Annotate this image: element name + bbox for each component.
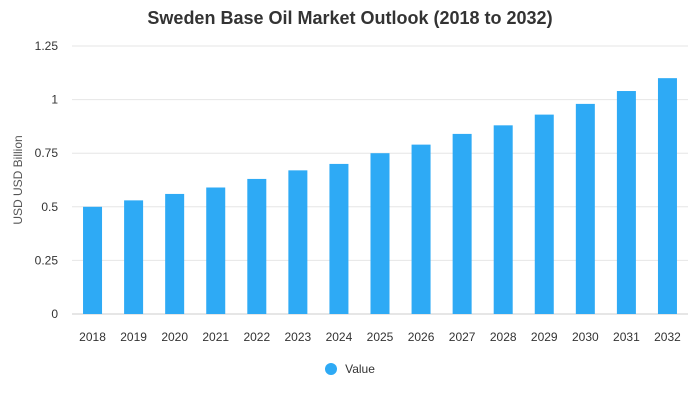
x-axis-ticks: 2018 2019 2020 2021 2022 2023 2024 2025 2026 2027… — [79, 330, 681, 344]
y-tick-label: 0 — [51, 307, 58, 321]
bar-2029[interactable] — [534, 114, 554, 314]
y-tick-label: 1.25 — [35, 39, 59, 53]
x-tick-label: 2029 — [531, 330, 558, 344]
bar-2028[interactable] — [493, 125, 513, 314]
x-tick-label: 2018 — [79, 330, 106, 344]
x-tick-label: 2019 — [120, 330, 147, 344]
bar-2027[interactable] — [452, 133, 472, 314]
bar-2019[interactable] — [124, 200, 144, 314]
bar-2025[interactable] — [370, 153, 390, 314]
x-tick-label: 2030 — [572, 330, 599, 344]
y-tick-label: 1 — [51, 93, 58, 107]
x-tick-label: 2032 — [654, 330, 681, 344]
legend[interactable]: Value — [0, 362, 700, 376]
bar-2031[interactable] — [616, 91, 636, 314]
y-tick-label: 0.25 — [35, 253, 59, 267]
chart-title: Sweden Base Oil Market Outlook (2018 to … — [147, 8, 553, 28]
x-tick-label: 2024 — [326, 330, 353, 344]
y-tick-label: 0.75 — [35, 146, 59, 160]
x-tick-label: 2027 — [449, 330, 476, 344]
bar-2030[interactable] — [575, 103, 595, 314]
x-tick-label: 2025 — [367, 330, 394, 344]
bars — [83, 78, 677, 314]
bar-2026[interactable] — [411, 144, 431, 314]
x-tick-label: 2022 — [243, 330, 270, 344]
bar-2018[interactable] — [83, 206, 103, 314]
x-tick-label: 2020 — [161, 330, 188, 344]
legend-label: Value — [345, 362, 375, 376]
bar-2024[interactable] — [329, 163, 349, 314]
bar-2020[interactable] — [165, 193, 185, 314]
legend-swatch-icon — [325, 363, 338, 375]
x-tick-label: 2031 — [613, 330, 640, 344]
bar-2021[interactable] — [206, 187, 226, 314]
bar-2032[interactable] — [657, 78, 677, 314]
x-tick-label: 2023 — [285, 330, 312, 344]
bar-2023[interactable] — [288, 170, 308, 314]
y-axis-ticks: 0 0.25 0.5 0.75 1 1.25 — [35, 39, 59, 321]
y-axis-title: USD USD Billion — [11, 135, 25, 224]
x-tick-label: 2021 — [202, 330, 229, 344]
y-tick-label: 0.5 — [41, 200, 58, 214]
bar-2022[interactable] — [247, 178, 267, 314]
x-tick-label: 2026 — [408, 330, 435, 344]
x-tick-label: 2028 — [490, 330, 517, 344]
